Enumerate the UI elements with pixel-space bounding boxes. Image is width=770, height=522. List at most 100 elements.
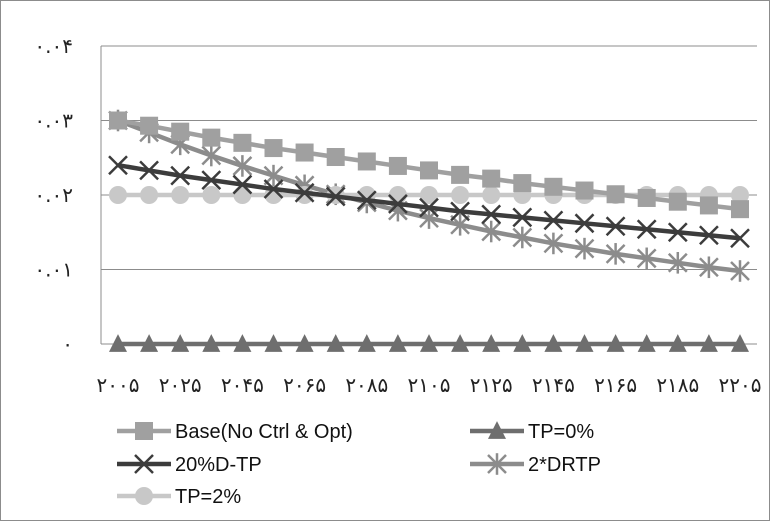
x-tick-label: ۲۱۴۵	[532, 373, 575, 397]
data-point	[325, 186, 346, 207]
legend-label: TP=0%	[528, 421, 594, 443]
x-tick-label: ۲۲۰۵	[719, 373, 762, 397]
series-group	[108, 109, 750, 352]
x-tick-label: ۲۰۴۵	[221, 373, 264, 397]
data-point	[699, 196, 718, 215]
data-point	[481, 204, 502, 225]
data-point	[606, 334, 625, 352]
data-point	[482, 334, 501, 352]
data-point	[668, 334, 687, 352]
x-tick-label: ۲۱۲۵	[470, 373, 513, 397]
data-point	[202, 128, 221, 147]
data-point	[171, 186, 190, 204]
y-tick-label: ۰.۰۳	[34, 109, 73, 133]
data-point	[482, 186, 501, 204]
data-point	[667, 251, 688, 274]
data-point	[731, 200, 749, 219]
data-point	[699, 334, 718, 352]
legend-item: TP=2%	[117, 486, 241, 508]
y-tick-labels: ۰ ۰.۰۱ ۰.۰۲ ۰.۰۳ ۰.۰۴	[34, 34, 73, 356]
data-point	[202, 334, 221, 352]
legend-label: Base(No Ctrl & Opt)	[175, 421, 353, 443]
data-point	[171, 122, 190, 141]
data-point	[420, 334, 438, 352]
data-point	[202, 186, 221, 204]
data-point	[388, 334, 407, 352]
data-point	[512, 226, 533, 249]
data-point	[109, 186, 127, 204]
data-point	[730, 260, 750, 282]
data-point	[388, 156, 407, 175]
data-point	[264, 139, 283, 158]
data-point	[264, 334, 283, 352]
data-point	[668, 192, 687, 211]
data-point	[139, 160, 159, 181]
data-point	[357, 152, 376, 171]
data-point	[232, 155, 253, 177]
data-point	[605, 216, 626, 237]
data-point	[357, 334, 376, 352]
y-tick-label: ۰	[62, 332, 73, 356]
series-2	[108, 155, 750, 249]
data-point	[233, 133, 252, 152]
data-point	[294, 182, 315, 203]
data-point	[108, 155, 128, 176]
data-point	[388, 194, 408, 214]
series-1	[109, 334, 749, 352]
data-point	[326, 334, 345, 352]
data-point	[295, 334, 314, 352]
data-point	[731, 186, 749, 204]
data-point	[140, 334, 159, 352]
data-point	[326, 148, 345, 167]
data-point	[575, 181, 594, 200]
data-point	[574, 237, 595, 260]
data-point	[605, 243, 626, 265]
legend-label: 2*DRTP	[528, 454, 601, 476]
data-point	[450, 201, 470, 222]
legend-label: 20%D-TP	[175, 454, 262, 476]
data-point	[699, 256, 719, 279]
data-point	[109, 111, 127, 130]
data-point	[513, 174, 532, 193]
data-point	[544, 177, 563, 196]
y-tick-label: ۰.۰۴	[34, 34, 73, 58]
data-point	[135, 422, 153, 440]
data-point	[487, 453, 507, 475]
data-point	[134, 454, 154, 474]
gridlines	[101, 45, 757, 270]
data-point	[109, 334, 127, 352]
x-tick-label: ۲۱۰۵	[408, 373, 451, 397]
data-point	[140, 116, 159, 135]
x-tick-label: ۲۰۰۵	[97, 373, 140, 397]
y-tick-label: ۰.۰۱	[34, 258, 73, 282]
data-point	[699, 225, 719, 246]
data-point	[451, 334, 470, 352]
legend-item: TP=0%	[470, 421, 594, 443]
legend-item: Base(No Ctrl & Opt)	[117, 421, 353, 443]
data-point	[135, 487, 153, 505]
y-tick-label: ۰.۰۲	[34, 183, 73, 207]
x-tick-label: ۲۱۶۵	[594, 373, 637, 397]
data-point	[451, 165, 470, 184]
data-point	[636, 247, 657, 270]
data-point	[420, 161, 438, 180]
data-point	[513, 334, 532, 352]
legend: Base(No Ctrl & Opt) TP=0% 20%D-TP 2*DRTP TP=…	[117, 421, 601, 508]
x-tick-label: ۲۰۶۵	[283, 373, 326, 397]
data-point	[731, 334, 749, 352]
data-point	[233, 334, 252, 352]
data-point	[667, 222, 688, 243]
x-tick-labels: ۲۰۰۵ ۲۰۲۵ ۲۰۴۵ ۲۰۶۵ ۲۰۸۵ ۲۱۰۵ ۲۱۲۵ ۲۱۴۵ ۲۱۶۵ ۲۱۸۵…	[97, 373, 762, 397]
data-point	[140, 186, 159, 204]
x-tick-label: ۲۰۸۵	[345, 373, 388, 397]
data-point	[201, 170, 222, 190]
data-point	[170, 165, 191, 186]
data-point	[606, 185, 625, 204]
data-point	[263, 179, 284, 199]
data-point	[201, 144, 222, 167]
data-point	[171, 334, 190, 352]
data-point	[232, 174, 253, 195]
data-point	[356, 190, 377, 211]
